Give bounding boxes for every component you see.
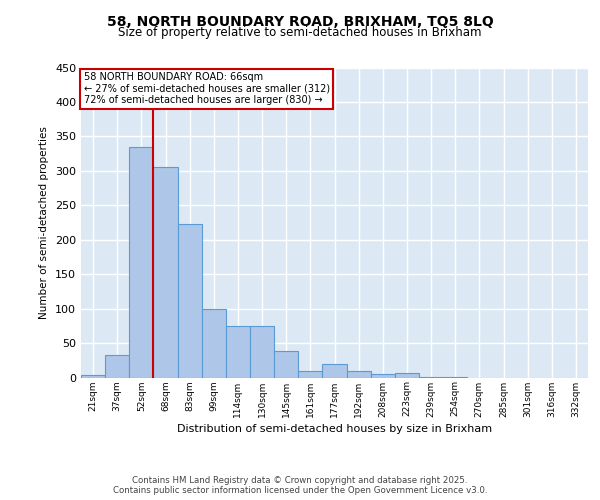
Bar [274, 352, 298, 378]
Text: Size of property relative to semi-detached houses in Brixham: Size of property relative to semi-detach… [118, 26, 482, 39]
Bar [154, 168, 178, 378]
Bar [105, 355, 129, 378]
Text: 58, NORTH BOUNDARY ROAD, BRIXHAM, TQ5 8LQ: 58, NORTH BOUNDARY ROAD, BRIXHAM, TQ5 8L… [107, 15, 493, 29]
Bar [347, 370, 371, 378]
Bar [443, 377, 467, 378]
X-axis label: Distribution of semi-detached houses by size in Brixham: Distribution of semi-detached houses by … [177, 424, 492, 434]
Bar [178, 224, 202, 378]
Bar [250, 326, 274, 378]
Bar [395, 374, 419, 378]
Y-axis label: Number of semi-detached properties: Number of semi-detached properties [40, 126, 49, 319]
Bar [419, 377, 443, 378]
Bar [129, 146, 154, 378]
Bar [371, 374, 395, 378]
Bar [202, 308, 226, 378]
Bar [298, 370, 322, 378]
Bar [322, 364, 347, 378]
Text: 58 NORTH BOUNDARY ROAD: 66sqm
← 27% of semi-detached houses are smaller (312)
72: 58 NORTH BOUNDARY ROAD: 66sqm ← 27% of s… [83, 72, 329, 106]
Bar [81, 374, 105, 378]
Text: Contains HM Land Registry data © Crown copyright and database right 2025.
Contai: Contains HM Land Registry data © Crown c… [113, 476, 487, 495]
Bar [226, 326, 250, 378]
